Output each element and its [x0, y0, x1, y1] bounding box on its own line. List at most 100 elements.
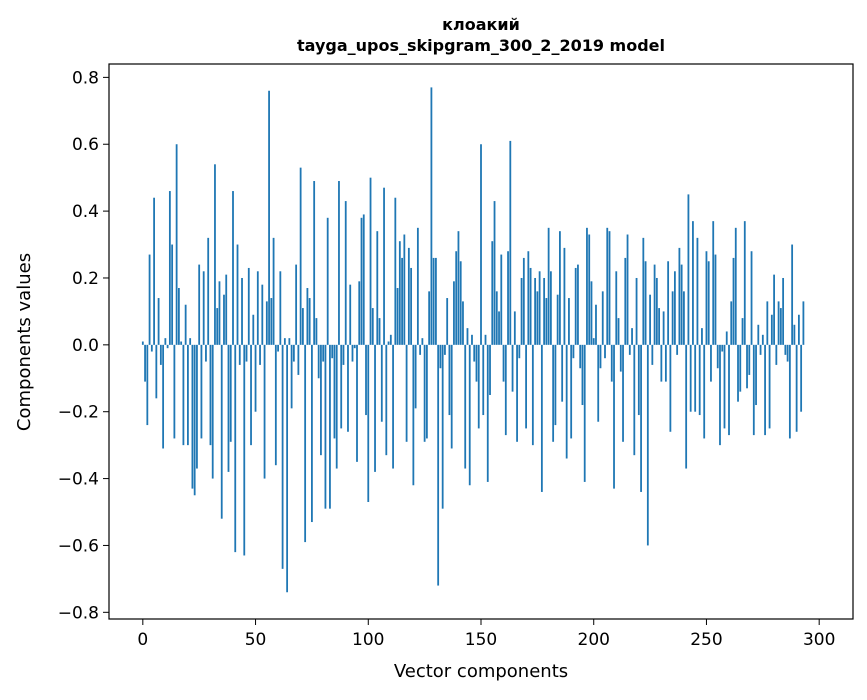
- bar: [398, 241, 401, 345]
- bar: [471, 334, 473, 345]
- bar: [177, 288, 180, 345]
- bar: [349, 284, 352, 345]
- bar: [394, 197, 397, 345]
- bar: [191, 344, 194, 489]
- bar: [441, 344, 444, 509]
- bar: [599, 344, 602, 369]
- bar: [270, 298, 273, 345]
- bar: [559, 231, 561, 345]
- bar: [527, 251, 530, 345]
- bar: [653, 264, 656, 345]
- bar: [457, 231, 460, 345]
- bar: [277, 344, 279, 352]
- bar: [583, 344, 586, 482]
- bar: [759, 344, 762, 355]
- bar: [797, 314, 800, 345]
- bar: [633, 344, 636, 456]
- y-tick-label: −0.6: [58, 536, 99, 556]
- bar: [200, 344, 203, 439]
- bar: [468, 344, 471, 486]
- bar: [552, 344, 555, 442]
- bar: [153, 197, 155, 345]
- bar: [207, 237, 210, 345]
- bar: [232, 191, 234, 345]
- bar: [766, 301, 769, 345]
- bar: [624, 257, 627, 345]
- bar: [739, 344, 742, 392]
- bar: [540, 344, 543, 492]
- bar: [617, 318, 620, 345]
- bar: [387, 341, 390, 345]
- bar: [416, 227, 419, 345]
- bar: [202, 271, 205, 345]
- bar: [247, 267, 250, 345]
- bar: [491, 241, 494, 345]
- bar: [710, 344, 712, 382]
- bar: [331, 344, 334, 359]
- bar: [770, 314, 773, 345]
- bar: [189, 338, 192, 345]
- bar: [712, 221, 715, 345]
- bar: [750, 251, 753, 345]
- bar: [678, 247, 681, 345]
- bar: [459, 261, 462, 345]
- bar: [642, 237, 645, 345]
- bar: [489, 344, 491, 395]
- bar: [252, 314, 255, 345]
- bar: [592, 338, 595, 345]
- bar: [448, 344, 451, 416]
- y-tick-label: −0.2: [58, 403, 99, 423]
- bar: [410, 267, 413, 345]
- bar: [764, 344, 766, 436]
- bar: [157, 298, 160, 345]
- bar: [342, 344, 345, 365]
- bar: [649, 294, 651, 345]
- bar: [259, 344, 261, 365]
- bar: [696, 237, 699, 345]
- bar: [146, 344, 149, 426]
- bar: [800, 344, 803, 412]
- bar: [320, 344, 322, 456]
- bar: [522, 257, 525, 345]
- bar: [531, 344, 534, 446]
- bar: [761, 334, 764, 345]
- bar: [577, 264, 579, 345]
- y-tick-label: 0.2: [72, 269, 99, 289]
- bar: [380, 344, 383, 422]
- bar: [651, 344, 654, 365]
- chart-title-line2: tayga_upos_skipgram_300_2_2019 model: [297, 36, 665, 55]
- bar: [256, 271, 259, 345]
- bar: [802, 301, 805, 345]
- bar: [683, 291, 685, 345]
- bar: [245, 344, 248, 362]
- x-axis-ticks: 0 50 100 150 200 250 300: [137, 619, 835, 650]
- bar: [238, 344, 241, 365]
- bar: [261, 284, 264, 345]
- bar: [507, 251, 509, 345]
- bar: [644, 261, 647, 345]
- bar: [254, 344, 257, 412]
- bar: [150, 344, 153, 352]
- bar: [196, 344, 198, 469]
- bar: [351, 344, 354, 362]
- chart-title-line1: клоакий: [442, 15, 520, 34]
- x-tick-label: 50: [245, 630, 267, 650]
- bar: [315, 318, 318, 345]
- bar: [721, 344, 724, 352]
- bar: [669, 344, 672, 432]
- bar: [159, 344, 162, 365]
- bar: [218, 281, 221, 345]
- bar: [376, 231, 379, 345]
- bar: [184, 304, 187, 345]
- bar: [779, 308, 782, 345]
- bar: [243, 344, 246, 556]
- bar: [311, 344, 313, 523]
- bar: [728, 344, 730, 436]
- bar: [788, 344, 791, 439]
- bar: [329, 344, 331, 509]
- bar: [590, 281, 593, 345]
- bar: [403, 234, 406, 345]
- bar: [301, 308, 304, 345]
- bar: [500, 254, 503, 345]
- bar: [655, 277, 658, 345]
